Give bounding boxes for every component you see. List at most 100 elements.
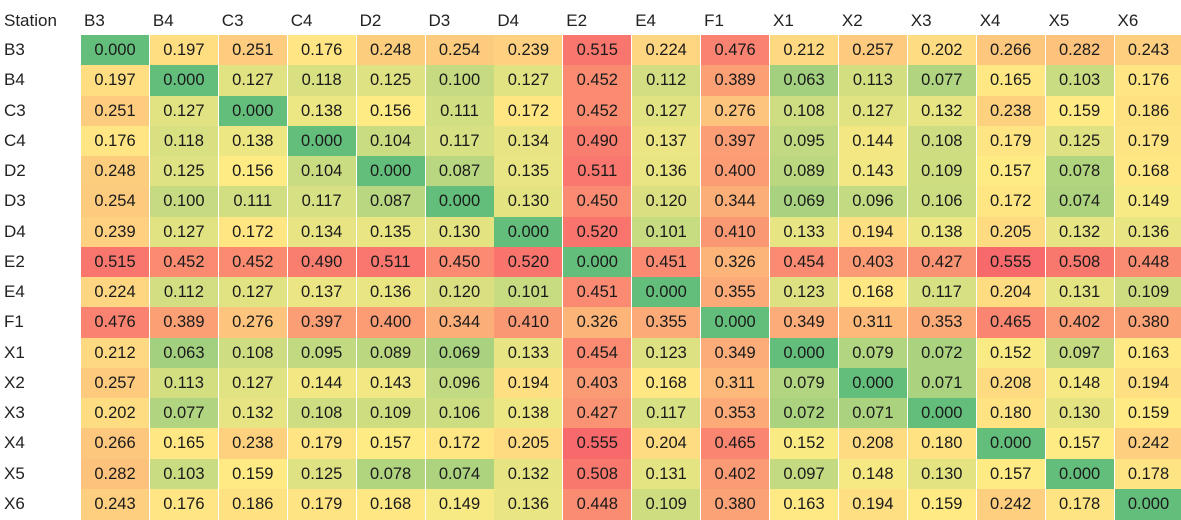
heatmap-cell: 0.179 bbox=[1115, 126, 1181, 157]
heatmap-cell: 0.127 bbox=[219, 277, 287, 308]
heatmap-cell: 0.000 bbox=[839, 368, 907, 399]
column-header-c4: C4 bbox=[291, 8, 313, 34]
heatmap-cell: 0.000 bbox=[81, 35, 149, 66]
heatmap-cell: 0.176 bbox=[81, 126, 149, 157]
heatmap-cell: 0.135 bbox=[494, 156, 562, 187]
column-header-x4: X4 bbox=[980, 8, 1001, 34]
heatmap-cell: 0.179 bbox=[288, 489, 356, 520]
heatmap-cell: 0.511 bbox=[357, 247, 425, 278]
heatmap-cell: 0.125 bbox=[357, 65, 425, 96]
heatmap-cell: 0.078 bbox=[1046, 156, 1114, 187]
heatmap-cell: 0.152 bbox=[770, 428, 838, 459]
heatmap-cell: 0.117 bbox=[632, 398, 700, 429]
heatmap-cell: 0.242 bbox=[1115, 428, 1181, 459]
heatmap-cell: 0.163 bbox=[770, 489, 838, 520]
heatmap-cell: 0.144 bbox=[839, 126, 907, 157]
heatmap-cell: 0.254 bbox=[81, 186, 149, 217]
heatmap-cell: 0.132 bbox=[494, 459, 562, 490]
heatmap-cell: 0.465 bbox=[977, 307, 1045, 338]
heatmap-cell: 0.113 bbox=[839, 65, 907, 96]
row-label-e4: E4 bbox=[4, 277, 25, 307]
heatmap-cell: 0.157 bbox=[1046, 428, 1114, 459]
heatmap-cell: 0.490 bbox=[563, 126, 631, 157]
heatmap-cell: 0.136 bbox=[357, 277, 425, 308]
heatmap-cell: 0.097 bbox=[1046, 338, 1114, 369]
heatmap-cell: 0.380 bbox=[701, 489, 769, 520]
column-header-d2: D2 bbox=[360, 8, 382, 34]
heatmap-cell: 0.000 bbox=[632, 277, 700, 308]
heatmap-cell: 0.254 bbox=[426, 35, 494, 66]
heatmap-cell: 0.120 bbox=[426, 277, 494, 308]
heatmap-cell: 0.186 bbox=[219, 489, 287, 520]
heatmap-cell: 0.197 bbox=[81, 65, 149, 96]
heatmap-cell: 0.104 bbox=[288, 156, 356, 187]
column-header-x1: X1 bbox=[773, 8, 794, 34]
row-label-x3: X3 bbox=[4, 398, 25, 428]
heatmap-cell: 0.380 bbox=[1115, 307, 1181, 338]
heatmap-cell: 0.282 bbox=[81, 459, 149, 490]
heatmap-cell: 0.000 bbox=[701, 307, 769, 338]
heatmap-cell: 0.103 bbox=[1046, 65, 1114, 96]
heatmap-cell: 0.276 bbox=[219, 307, 287, 338]
heatmap-cell: 0.149 bbox=[426, 489, 494, 520]
heatmap-cell: 0.410 bbox=[701, 217, 769, 248]
heatmap-cell: 0.089 bbox=[770, 156, 838, 187]
heatmap-cell: 0.159 bbox=[1046, 96, 1114, 127]
heatmap-cell: 0.179 bbox=[288, 428, 356, 459]
row-label-d4: D4 bbox=[4, 217, 26, 247]
heatmap-cell: 0.205 bbox=[977, 217, 1045, 248]
heatmap-cell: 0.168 bbox=[632, 368, 700, 399]
heatmap-cell: 0.168 bbox=[1115, 156, 1181, 187]
heatmap-cell: 0.515 bbox=[81, 247, 149, 278]
row-label-c4: C4 bbox=[4, 126, 26, 156]
heatmap-cell: 0.402 bbox=[701, 459, 769, 490]
heatmap-cell: 0.113 bbox=[150, 368, 218, 399]
heatmap-cell: 0.239 bbox=[494, 35, 562, 66]
heatmap-cell: 0.389 bbox=[150, 307, 218, 338]
heatmap-cell: 0.089 bbox=[357, 338, 425, 369]
heatmap-cell: 0.239 bbox=[81, 217, 149, 248]
heatmap-cell: 0.454 bbox=[563, 338, 631, 369]
heatmap-cell: 0.172 bbox=[426, 428, 494, 459]
heatmap-cell: 0.130 bbox=[494, 186, 562, 217]
heatmap-cell: 0.555 bbox=[977, 247, 1045, 278]
heatmap-cell: 0.000 bbox=[770, 338, 838, 369]
heatmap-cell: 0.520 bbox=[494, 247, 562, 278]
heatmap-cell: 0.508 bbox=[563, 459, 631, 490]
heatmap-cell: 0.108 bbox=[908, 126, 976, 157]
heatmap-cell: 0.344 bbox=[701, 186, 769, 217]
heatmap-cell: 0.130 bbox=[426, 217, 494, 248]
heatmap-cell: 0.452 bbox=[219, 247, 287, 278]
heatmap-cell: 0.000 bbox=[563, 247, 631, 278]
heatmap-cell: 0.144 bbox=[288, 368, 356, 399]
heatmap-cell: 0.120 bbox=[632, 186, 700, 217]
heatmap-cell: 0.156 bbox=[357, 96, 425, 127]
heatmap-cell: 0.427 bbox=[563, 398, 631, 429]
heatmap-cell: 0.125 bbox=[288, 459, 356, 490]
column-header-x6: X6 bbox=[1118, 8, 1139, 34]
heatmap-cell: 0.072 bbox=[908, 338, 976, 369]
heatmap-cell: 0.224 bbox=[81, 277, 149, 308]
heatmap-cell: 0.109 bbox=[1115, 277, 1181, 308]
heatmap-cell: 0.451 bbox=[632, 247, 700, 278]
heatmap-cell: 0.109 bbox=[357, 398, 425, 429]
heatmap-cell: 0.208 bbox=[839, 428, 907, 459]
heatmap-cell: 0.448 bbox=[1115, 247, 1181, 278]
heatmap-cell: 0.143 bbox=[357, 368, 425, 399]
heatmap-cell: 0.159 bbox=[908, 489, 976, 520]
heatmap-cell: 0.148 bbox=[839, 459, 907, 490]
row-label-d2: D2 bbox=[4, 156, 26, 186]
heatmap-cell: 0.454 bbox=[770, 247, 838, 278]
heatmap-cell: 0.555 bbox=[563, 428, 631, 459]
column-header-b3: B3 bbox=[84, 8, 105, 34]
heatmap-cell: 0.108 bbox=[288, 398, 356, 429]
heatmap-cell: 0.180 bbox=[908, 428, 976, 459]
heatmap-cell: 0.204 bbox=[977, 277, 1045, 308]
heatmap-cell: 0.243 bbox=[1115, 35, 1181, 66]
heatmap-cell: 0.349 bbox=[701, 338, 769, 369]
heatmap-cell: 0.136 bbox=[494, 489, 562, 520]
heatmap-cell: 0.106 bbox=[908, 186, 976, 217]
heatmap-cell: 0.508 bbox=[1046, 247, 1114, 278]
heatmap-cell: 0.111 bbox=[219, 186, 287, 217]
heatmap-cell: 0.157 bbox=[977, 156, 1045, 187]
